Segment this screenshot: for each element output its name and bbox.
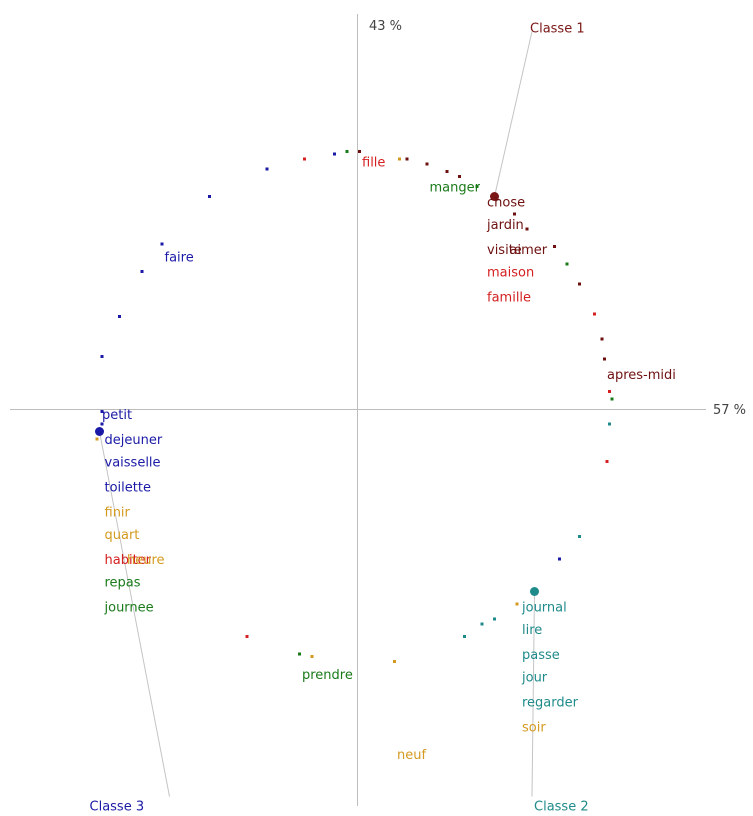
data-point bbox=[463, 635, 466, 638]
data-point bbox=[525, 227, 529, 231]
data-point bbox=[458, 175, 461, 178]
data-point bbox=[95, 437, 99, 441]
data-point bbox=[608, 390, 611, 393]
word-label: quart bbox=[105, 528, 140, 543]
data-point bbox=[445, 170, 449, 173]
classe-1-label: Classe 1 bbox=[530, 22, 585, 37]
data-point bbox=[140, 270, 144, 273]
data-point bbox=[398, 157, 401, 161]
word-label: passe bbox=[522, 648, 560, 663]
data-point bbox=[475, 185, 479, 188]
data-point bbox=[208, 195, 211, 198]
word-label: maison bbox=[487, 266, 534, 281]
classe-2-label: Classe 2 bbox=[534, 800, 589, 815]
word-label: neuf bbox=[397, 748, 426, 763]
data-point bbox=[310, 655, 314, 658]
word-label: lire bbox=[522, 623, 542, 638]
word-label: soir bbox=[522, 721, 546, 736]
word-label: faire bbox=[165, 251, 194, 266]
word-label: regarder bbox=[522, 696, 579, 711]
class-centroids bbox=[95, 192, 539, 596]
data-point bbox=[100, 355, 104, 358]
data-point bbox=[605, 460, 609, 463]
class-connector-lines bbox=[99, 31, 535, 797]
data-point bbox=[405, 157, 409, 161]
data-point bbox=[345, 150, 349, 153]
word-label: visite bbox=[487, 243, 522, 258]
data-points bbox=[95, 150, 614, 663]
data-point bbox=[578, 282, 581, 286]
data-point bbox=[393, 660, 396, 663]
classe-3-connector-line bbox=[99, 431, 170, 797]
word-label: repas bbox=[105, 576, 141, 591]
classe-1-connector-line bbox=[494, 31, 533, 197]
word-label: journal bbox=[521, 601, 567, 616]
data-point bbox=[358, 150, 361, 153]
data-point bbox=[298, 652, 301, 656]
data-point bbox=[333, 152, 336, 156]
data-point bbox=[425, 162, 429, 166]
word-label: heure bbox=[127, 553, 165, 568]
class-labels: Classe 1 Classe 2 Classe 3 bbox=[90, 22, 589, 815]
data-point bbox=[553, 245, 556, 248]
data-point bbox=[245, 635, 249, 638]
x-axis-label: 57 % bbox=[713, 403, 746, 418]
data-point bbox=[100, 410, 104, 413]
data-point bbox=[265, 167, 269, 171]
y-axis-label: 43 % bbox=[369, 19, 402, 34]
word-label: aimer bbox=[510, 243, 548, 258]
data-point bbox=[303, 157, 306, 161]
data-point bbox=[593, 312, 596, 316]
word-label: journee bbox=[104, 601, 154, 616]
data-point bbox=[603, 357, 606, 361]
data-point bbox=[118, 315, 121, 318]
word-label: fille bbox=[362, 156, 385, 171]
word-label: famille bbox=[487, 291, 531, 306]
axes: 57 % 43 % bbox=[10, 14, 746, 806]
data-point bbox=[600, 337, 604, 341]
word-label: habiter bbox=[105, 553, 152, 568]
data-point bbox=[610, 397, 614, 401]
data-point bbox=[558, 557, 561, 561]
classe-3-centroid bbox=[95, 427, 104, 436]
word-label: prendre bbox=[302, 668, 353, 683]
word-label: jour bbox=[521, 671, 548, 686]
classe-2-connector-line bbox=[531, 591, 535, 797]
classe-1-centroid bbox=[490, 192, 499, 201]
word-label: finir bbox=[105, 506, 131, 521]
data-point bbox=[565, 262, 569, 266]
data-point bbox=[100, 422, 104, 426]
word-label: dejeuner bbox=[105, 433, 163, 448]
data-point bbox=[578, 535, 581, 538]
word-label: vaisselle bbox=[105, 456, 161, 471]
data-point bbox=[160, 242, 164, 246]
data-point bbox=[513, 212, 516, 216]
data-point bbox=[493, 617, 496, 621]
word-label: jardin bbox=[486, 218, 524, 233]
word-label: chose bbox=[487, 196, 525, 211]
word-label: petit bbox=[102, 408, 132, 423]
word-label: toilette bbox=[105, 481, 151, 496]
data-point bbox=[480, 622, 484, 626]
word-label: manger bbox=[430, 181, 481, 196]
data-point bbox=[608, 422, 611, 426]
data-point bbox=[515, 602, 519, 606]
classe-2-centroid bbox=[530, 587, 539, 596]
classe-3-label: Classe 3 bbox=[90, 800, 145, 815]
word-label: apres-midi bbox=[607, 368, 676, 383]
